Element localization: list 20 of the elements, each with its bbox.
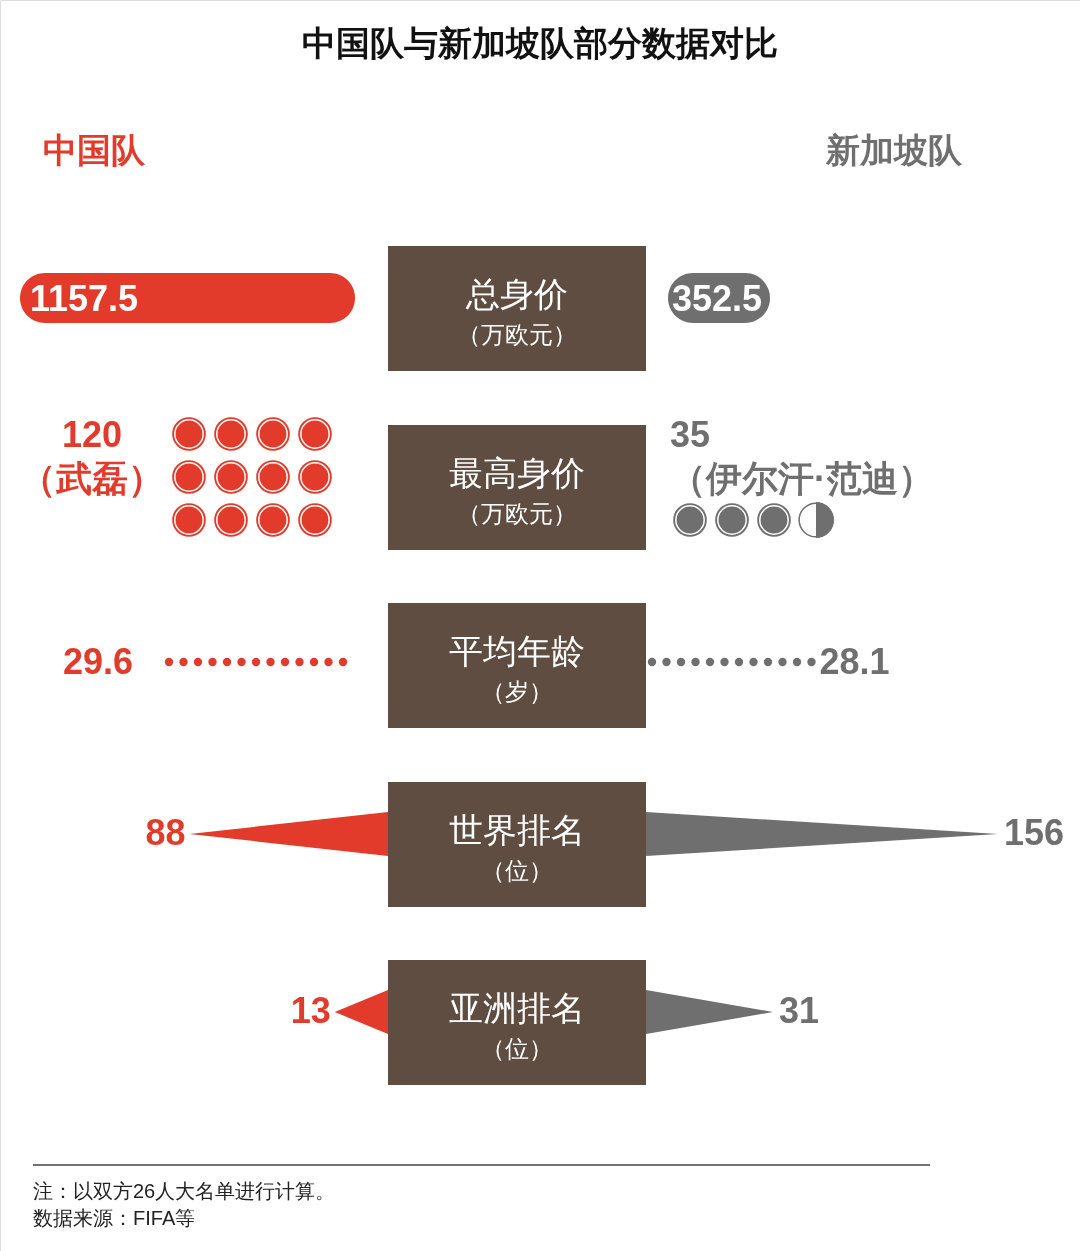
category-label: 总身价（万欧元） (457, 275, 577, 348)
data-label: 120 （武磊） (20, 414, 164, 499)
data-label: 28.1 (819, 641, 890, 682)
source-note: 数据来源：FIFA等 (33, 1207, 196, 1229)
data-label: 156 (1004, 812, 1065, 853)
data-label: 352.5 (671, 278, 763, 319)
data-label: 31 (779, 990, 820, 1031)
text: 中国队与新加坡队部分数据对比 (302, 24, 778, 62)
text: 中国队 (43, 131, 146, 169)
category-label: 平均年龄（岁） (449, 632, 585, 705)
text: 注：以双方26人大名单进行计算。 (33, 1180, 336, 1202)
data-label: 88 (145, 812, 186, 853)
text: 新加坡队 (825, 131, 963, 169)
data-label: 13 (290, 990, 331, 1031)
category-label: 最高身价（万欧元） (449, 454, 585, 527)
data-label: 29.6 (62, 641, 133, 682)
category-label: 亚洲排名（位） (449, 989, 585, 1062)
data-label: 1157.5 (30, 278, 139, 319)
data-label: 35 （伊尔汗·范迪） (670, 414, 934, 499)
category-label: 世界排名（位） (449, 811, 585, 884)
